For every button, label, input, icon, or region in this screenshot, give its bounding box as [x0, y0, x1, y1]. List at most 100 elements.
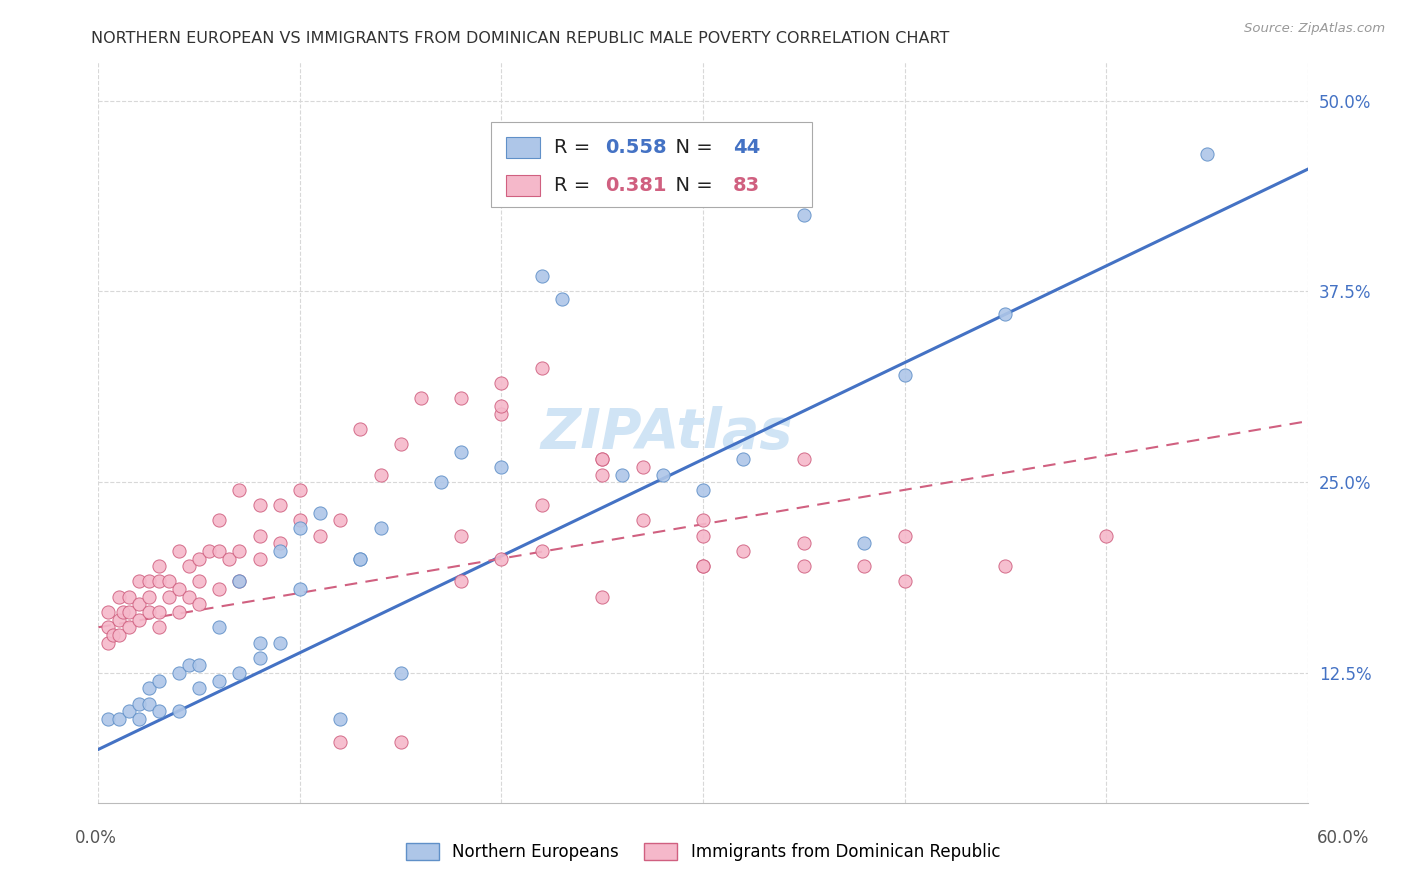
Point [138, 681, 160, 696]
Point [188, 574, 211, 589]
Point [97, 635, 120, 649]
Text: Source: ZipAtlas.com: Source: ZipAtlas.com [1244, 22, 1385, 36]
Point [793, 208, 815, 222]
Text: 0.0%: 0.0% [75, 829, 117, 847]
Point [370, 521, 392, 535]
Point [107, 712, 129, 726]
Point [138, 605, 160, 619]
Point [157, 574, 180, 589]
Point [249, 635, 271, 649]
Text: 60.0%: 60.0% [1316, 829, 1369, 847]
FancyBboxPatch shape [506, 175, 540, 196]
Point [167, 666, 190, 681]
Point [148, 704, 170, 718]
Point [994, 559, 1017, 574]
Text: R =: R = [554, 176, 596, 195]
Point [793, 559, 815, 574]
Point [228, 574, 250, 589]
Point [631, 460, 654, 475]
Point [309, 529, 332, 543]
Point [188, 551, 211, 566]
Point [138, 574, 160, 589]
Point [249, 498, 271, 512]
Point [148, 620, 170, 634]
Point [249, 551, 271, 566]
Text: 44: 44 [734, 137, 761, 157]
Point [370, 467, 392, 482]
Point [167, 605, 190, 619]
Point [198, 544, 221, 558]
Point [288, 521, 311, 535]
Point [893, 574, 915, 589]
Point [179, 658, 201, 673]
Point [692, 559, 714, 574]
Point [148, 605, 170, 619]
Text: 0.558: 0.558 [605, 137, 666, 157]
FancyBboxPatch shape [492, 121, 811, 207]
Point [111, 605, 134, 619]
Point [188, 598, 211, 612]
Point [107, 628, 129, 642]
Point [389, 437, 412, 451]
Point [208, 620, 231, 634]
Text: 0.381: 0.381 [605, 176, 666, 195]
Point [179, 559, 201, 574]
Point [612, 467, 634, 482]
Point [128, 574, 150, 589]
Point [269, 544, 291, 558]
Point [329, 513, 352, 527]
Point [793, 452, 815, 467]
Point [530, 360, 553, 375]
Point [288, 483, 311, 497]
Point [530, 269, 553, 284]
Point [651, 467, 673, 482]
Point [692, 513, 714, 527]
Point [349, 422, 371, 436]
Point [208, 582, 231, 596]
Text: N =: N = [664, 176, 718, 195]
Point [128, 613, 150, 627]
Text: NORTHERN EUROPEAN VS IMMIGRANTS FROM DOMINICAN REPUBLIC MALE POVERTY CORRELATION: NORTHERN EUROPEAN VS IMMIGRANTS FROM DOM… [91, 31, 950, 46]
Point [188, 658, 211, 673]
Point [101, 628, 124, 642]
Point [591, 467, 613, 482]
Point [249, 529, 271, 543]
Point [288, 582, 311, 596]
Point [157, 590, 180, 604]
Point [430, 475, 453, 490]
Text: 83: 83 [734, 176, 761, 195]
Point [349, 551, 371, 566]
Point [491, 376, 513, 390]
Text: ZIPAtlas: ZIPAtlas [540, 406, 793, 459]
Point [793, 536, 815, 550]
Point [208, 544, 231, 558]
Point [269, 635, 291, 649]
Point [118, 590, 141, 604]
Point [97, 605, 120, 619]
Point [288, 513, 311, 527]
Point [389, 666, 412, 681]
Legend: Northern Europeans, Immigrants from Dominican Republic: Northern Europeans, Immigrants from Domi… [399, 836, 1007, 868]
Point [491, 407, 513, 421]
Point [118, 704, 141, 718]
Point [179, 590, 201, 604]
Point [128, 697, 150, 711]
Point [329, 712, 352, 726]
Point [107, 590, 129, 604]
Point [148, 574, 170, 589]
Point [228, 544, 250, 558]
Point [450, 529, 472, 543]
Point [218, 551, 240, 566]
Point [249, 650, 271, 665]
Point [450, 574, 472, 589]
Point [530, 544, 553, 558]
Point [329, 735, 352, 749]
Point [491, 551, 513, 566]
Point [733, 452, 755, 467]
Point [551, 292, 574, 306]
Point [228, 574, 250, 589]
Point [97, 712, 120, 726]
Point [208, 513, 231, 527]
Point [389, 735, 412, 749]
Point [128, 598, 150, 612]
